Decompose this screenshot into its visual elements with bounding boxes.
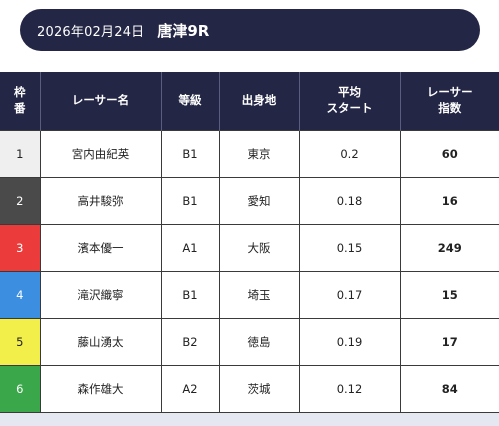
race-title: 唐津9R	[157, 21, 210, 40]
racer-origin: 愛知	[218, 176, 300, 225]
table-header-row: 枠 番 レーサー名 等級 出身地 平均 スタート レーサー 指数	[0, 72, 499, 130]
racer-name: 濱本優一	[39, 223, 162, 272]
racer-table: 枠 番 レーサー名 等級 出身地 平均 スタート レーサー 指数 1 宮内由紀英…	[0, 72, 499, 413]
race-date: 2026年02月24日	[37, 24, 145, 40]
racer-name: 高井駿弥	[39, 176, 162, 225]
frame-number: 6	[0, 364, 41, 413]
table-row[interactable]: 4 滝沢織寧 B1 埼玉 0.17 15	[0, 270, 499, 319]
header-avg-start: 平均 スタート	[299, 72, 401, 130]
racer-avg-start: 0.17	[298, 270, 401, 319]
header-grade: 等級	[161, 72, 220, 130]
racer-grade: A1	[160, 223, 220, 272]
racer-index: 60	[399, 129, 499, 178]
racer-index: 16	[399, 176, 499, 225]
frame-number: 3	[0, 223, 41, 272]
table-row[interactable]: 6 森作雄大 A2 茨城 0.12 84	[0, 364, 499, 413]
race-header: 2026年02月24日 唐津9R	[20, 9, 480, 51]
racer-name: 滝沢織寧	[39, 270, 162, 319]
racer-index: 17	[399, 317, 499, 366]
racer-index: 84	[399, 364, 499, 413]
table-row[interactable]: 2 高井駿弥 B1 愛知 0.18 16	[0, 176, 499, 225]
racer-avg-start: 0.2	[298, 129, 401, 178]
racer-grade: B1	[160, 129, 220, 178]
frame-number: 2	[0, 176, 41, 225]
racer-name: 森作雄大	[39, 364, 162, 413]
racer-avg-start: 0.18	[298, 176, 401, 225]
frame-number: 4	[0, 270, 41, 319]
racer-index: 15	[399, 270, 499, 319]
racer-avg-start: 0.12	[298, 364, 401, 413]
page-footer-band	[0, 412, 499, 426]
racer-origin: 茨城	[218, 364, 300, 413]
racer-grade: A2	[160, 364, 220, 413]
table-row[interactable]: 3 濱本優一 A1 大阪 0.15 249	[0, 223, 499, 272]
header-origin: 出身地	[219, 72, 300, 130]
racer-avg-start: 0.15	[298, 223, 401, 272]
header-racer-name: レーサー名	[40, 72, 162, 130]
racer-origin: 大阪	[218, 223, 300, 272]
table-row[interactable]: 5 藤山湧太 B2 徳島 0.19 17	[0, 317, 499, 366]
racer-index: 249	[399, 223, 499, 272]
header-racer-index: レーサー 指数	[400, 72, 499, 130]
racer-name: 宮内由紀英	[39, 129, 162, 178]
racer-origin: 東京	[218, 129, 300, 178]
racer-origin: 徳島	[218, 317, 300, 366]
racer-grade: B1	[160, 270, 220, 319]
racer-avg-start: 0.19	[298, 317, 401, 366]
table-row[interactable]: 1 宮内由紀英 B1 東京 0.2 60	[0, 129, 499, 178]
racer-grade: B1	[160, 176, 220, 225]
racer-grade: B2	[160, 317, 220, 366]
racer-name: 藤山湧太	[39, 317, 162, 366]
header-frame: 枠 番	[0, 72, 41, 130]
frame-number: 5	[0, 317, 41, 366]
racer-origin: 埼玉	[218, 270, 300, 319]
frame-number: 1	[0, 129, 41, 178]
